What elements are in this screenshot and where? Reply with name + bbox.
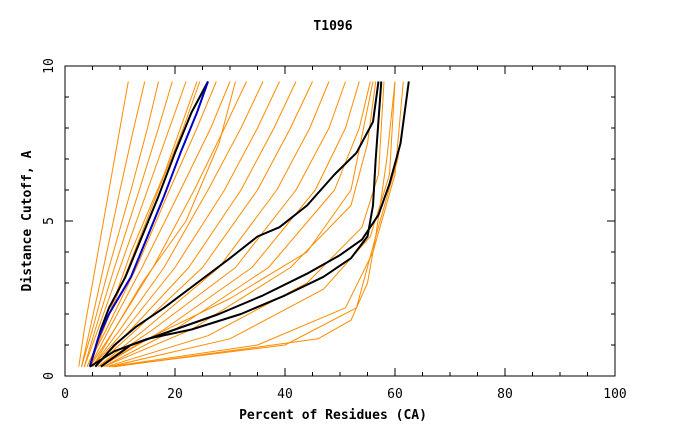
series-line-11 [94, 81, 297, 368]
x-tick-label: 20 [167, 387, 183, 402]
series-line-8 [89, 81, 247, 367]
series-line-2 [81, 81, 159, 367]
ticks-group: 0 20 40 60 80 100 0 5 10 [42, 58, 627, 402]
y-tick-label: 0 [42, 372, 57, 380]
series-line-0 [78, 81, 129, 367]
x-axis-label: Percent of Residues (CA) [239, 408, 427, 423]
series-line-7 [89, 81, 231, 367]
y-tick-label: 5 [42, 217, 57, 225]
x-tick-label: 100 [603, 387, 626, 402]
series-line-4 [83, 81, 187, 367]
series-line-19 [108, 81, 396, 368]
series-line-30 [89, 81, 383, 368]
series-line-17 [103, 81, 377, 368]
x-tick-label: 40 [277, 387, 293, 402]
series-line-29 [100, 81, 410, 368]
series-line-1 [81, 81, 146, 367]
series-line-24 [92, 81, 236, 367]
y-axis-label: Distance Cutoff, A [20, 150, 35, 291]
series-line-13 [97, 81, 330, 368]
series-line-26 [88, 81, 209, 367]
y-tick-label: 10 [42, 58, 57, 74]
x-tick-label: 0 [61, 387, 69, 402]
series-line-12 [94, 81, 313, 368]
series-group [78, 81, 410, 368]
chart-title: T1096 [313, 19, 352, 34]
series-line-28 [94, 81, 380, 368]
series-line-14 [97, 81, 346, 368]
series-line-3 [83, 81, 173, 367]
series-line-22 [114, 81, 396, 368]
series-line-10 [92, 81, 280, 368]
series-line-27 [88, 81, 209, 367]
x-tick-label: 80 [497, 387, 513, 402]
series-line-25 [89, 81, 198, 367]
series-line-23 [97, 81, 374, 368]
series-line-18 [106, 81, 385, 368]
series-line-9 [92, 81, 264, 367]
series-line-6 [86, 81, 217, 367]
x-tick-label: 60 [387, 387, 403, 402]
